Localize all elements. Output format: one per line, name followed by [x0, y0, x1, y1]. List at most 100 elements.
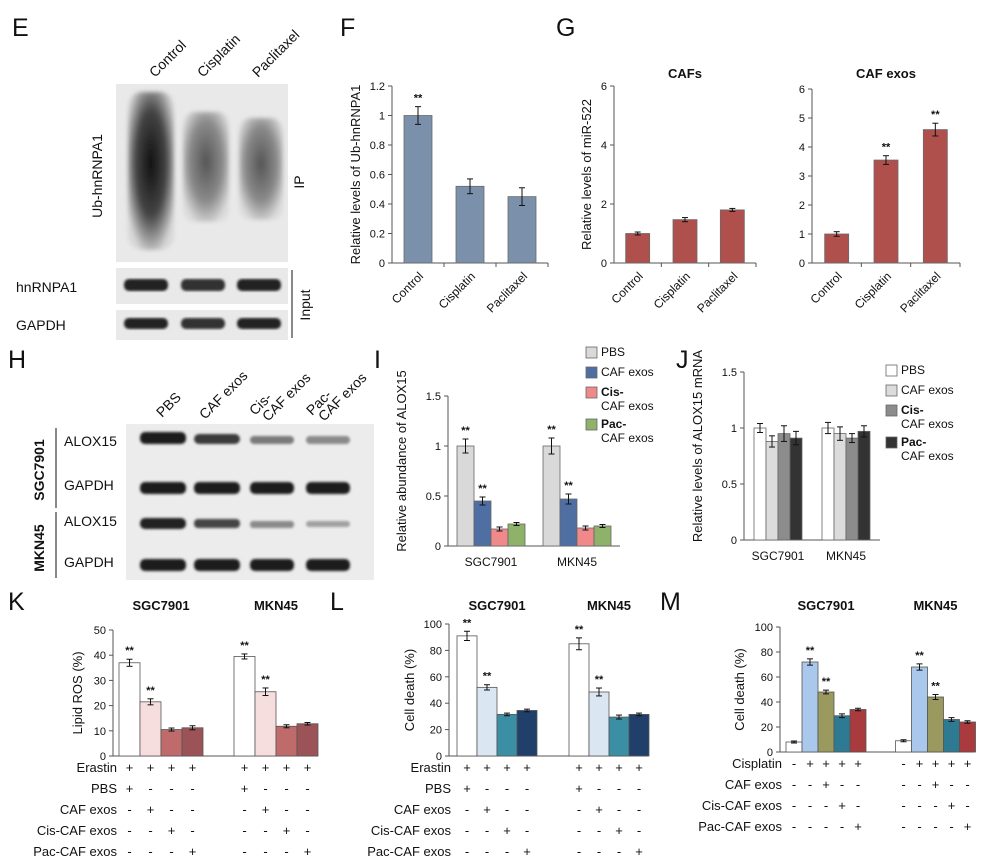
bar-cis-caf-exos-sgc7901	[490, 528, 509, 547]
significance-label: **	[125, 645, 134, 657]
band	[124, 318, 168, 329]
y-tick-label: 0.2	[370, 229, 385, 241]
bar-caf-exos-mkn45	[833, 433, 847, 541]
chart-j: 0 0.5 1 1.5 SGC7901 MKN45 Relative levels of A…	[690, 350, 954, 563]
condition-sign: +	[168, 823, 176, 838]
bar-mkn45-2	[254, 691, 277, 757]
condition-sign: +	[283, 823, 291, 838]
condition-sign: -	[577, 844, 581, 859]
bar-caf-exos-sgc7901	[765, 441, 779, 541]
significance-label: **	[461, 425, 470, 437]
y-axis-label: Relative levels of ALOX15 mRNA	[690, 350, 705, 543]
condition-sign: -	[242, 844, 246, 859]
condition-sign: +	[948, 798, 956, 813]
lane-label-control: Control	[146, 37, 189, 80]
condition-sign: -	[901, 756, 905, 771]
y-tick-label: 5	[799, 113, 805, 125]
chart-f: 0 0.2 0.4 0.6 0.8 1 1.2 ** Control Cisplatin Pacli…	[348, 81, 549, 315]
condition-sign: -	[284, 781, 288, 796]
chart-title: CAFs	[668, 66, 702, 81]
condition-sign: -	[127, 844, 131, 859]
bar-sgc7901-2	[476, 686, 498, 757]
panel-letter-f: F	[340, 14, 355, 42]
panel-letter-g: G	[556, 14, 575, 42]
condition-sign: -	[465, 823, 469, 838]
band	[194, 434, 240, 444]
bar-mkn45-1	[568, 643, 590, 757]
condition-sign: -	[792, 798, 796, 813]
condition-sign: +	[822, 777, 830, 792]
condition-label-caf-exos: CAF exos	[60, 802, 118, 817]
condition-label-caf-exos: CAF exos	[394, 802, 452, 817]
condition-sign: -	[190, 802, 194, 817]
condition-sign: -	[525, 823, 529, 838]
blot-label-alox15-sgc7901: ALOX15	[64, 433, 117, 449]
y-tick-label: 0	[601, 258, 607, 270]
condition-sign: +	[838, 756, 846, 771]
significance-label: **	[931, 109, 940, 121]
condition-sign: -	[148, 781, 152, 796]
condition-sign: +	[595, 760, 603, 775]
condition-sign: -	[824, 798, 828, 813]
condition-sign: -	[597, 823, 601, 838]
bar-caf-exos-mkn45	[559, 498, 578, 547]
significance-label: **	[822, 676, 831, 688]
bar-control	[625, 233, 651, 264]
condition-sign: -	[305, 823, 309, 838]
condition-label-pac-caf-exos: Pac-CAF exos	[367, 844, 451, 859]
panel-letter-j: J	[676, 346, 689, 374]
condition-label-erastin: Erastin	[77, 760, 117, 775]
cell-line-label-mkn45: MKN45	[31, 524, 47, 572]
cell-line-label-sgc7901: SGC7901	[31, 439, 47, 501]
lane-label-paclitaxel: Paclitaxel	[249, 26, 303, 80]
significance-label: **	[575, 624, 584, 636]
condition-sign: -	[127, 802, 131, 817]
condition-sign: -	[169, 802, 173, 817]
condition-sign: -	[637, 823, 641, 838]
condition-sign: +	[483, 802, 491, 817]
condition-label-pbs: PBS	[425, 781, 451, 796]
legend-label-line: CAF exos	[601, 431, 654, 445]
legend-label-line: Pac-	[901, 435, 926, 449]
significance-label: **	[931, 681, 940, 693]
chart-k: 0 10 20 30 40 50 ** ** SGC7901 ** ** MKN45 Lipid ROS…	[33, 598, 319, 859]
condition-sign: +	[806, 756, 814, 771]
bar-caf-exos-sgc7901	[473, 500, 492, 547]
y-tick-label: 0.5	[426, 491, 441, 503]
legend-label-pac-caf-exos: Pac-CAF exos	[601, 417, 654, 445]
panel-letter-m: M	[660, 588, 681, 616]
condition-sign: -	[525, 781, 529, 796]
condition-sign: -	[901, 819, 905, 834]
bar-sgc7901-2	[801, 661, 819, 753]
significance-label: **	[483, 671, 492, 683]
bar-mkn45-4	[943, 719, 960, 753]
condition-label-pbs: PBS	[91, 781, 117, 796]
bar-sgc7901-3	[160, 729, 183, 757]
y-tick-label: 0.6	[370, 170, 385, 182]
condition-sign: +	[189, 760, 197, 775]
condition-sign: -	[284, 802, 288, 817]
bar-mkn45-2	[588, 691, 610, 757]
condition-sign: -	[263, 823, 267, 838]
x-tick-label: Control	[808, 269, 845, 306]
condition-sign: -	[263, 781, 267, 796]
condition-sign: -	[505, 781, 509, 796]
condition-sign: -	[933, 798, 937, 813]
y-tick-label: 30	[94, 675, 106, 687]
bar-pbs-mkn45	[542, 445, 561, 547]
bar-cis-caf-exos-sgc7901	[777, 433, 791, 541]
y-tick-label: 3	[799, 171, 805, 183]
y-tick-label: 0	[100, 751, 106, 763]
y-tick-label: 40	[761, 697, 773, 709]
condition-sign: -	[190, 823, 194, 838]
bar-sgc7901-5	[849, 709, 867, 753]
condition-sign: -	[169, 781, 173, 796]
condition-sign: +	[147, 802, 155, 817]
significance-label: **	[564, 480, 573, 492]
y-tick-label: 100	[755, 622, 773, 634]
group-title-mkn45: MKN45	[913, 598, 957, 613]
bar-sgc7901-1	[118, 662, 141, 757]
bar-pac-caf-exos-sgc7901	[507, 523, 526, 547]
